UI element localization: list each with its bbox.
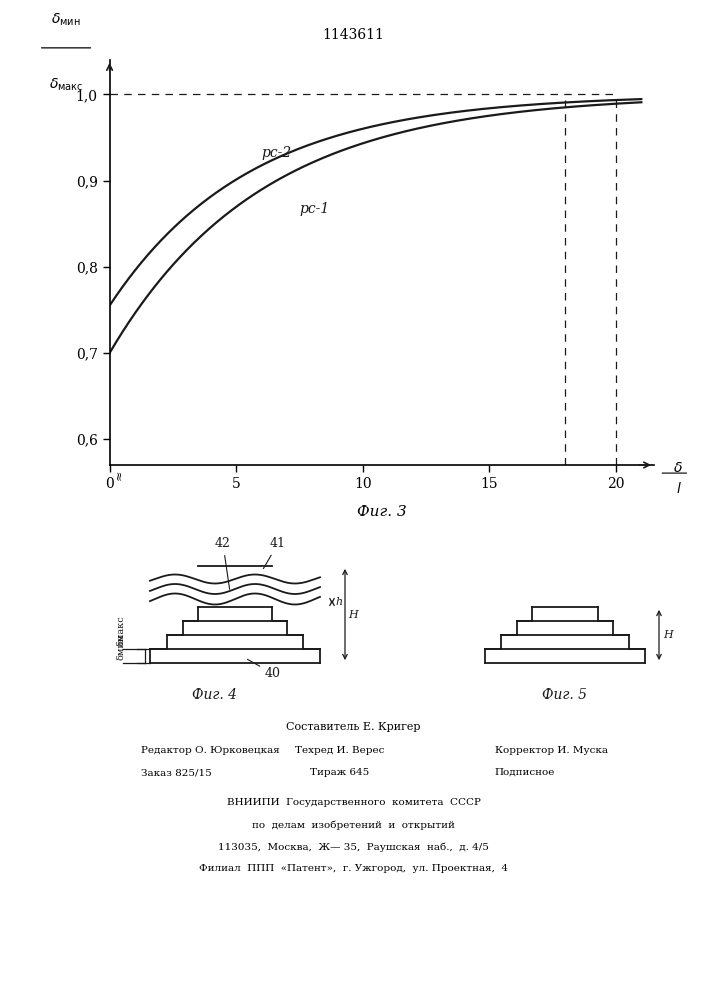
Text: 113035,  Москва,  Ж— 35,  Раушская  наб.,  д. 4/5: 113035, Москва, Ж— 35, Раушская наб., д.… — [218, 842, 489, 851]
Text: Составитель Е. Кригер: Составитель Е. Кригер — [286, 722, 421, 732]
Text: ВНИИПИ  Государственного  комитета  СССР: ВНИИПИ Государственного комитета СССР — [226, 798, 481, 807]
Text: Подписное: Подписное — [495, 768, 555, 777]
Text: по  делам  изобретений  и  открытий: по делам изобретений и открытий — [252, 820, 455, 829]
Text: Тираж 645: Тираж 645 — [310, 768, 369, 777]
Text: 1143611: 1143611 — [322, 28, 385, 42]
Text: Фиг. 4: Фиг. 4 — [192, 688, 238, 702]
Text: $\delta_{\rm мин}$: $\delta_{\rm мин}$ — [51, 11, 81, 28]
Text: рс-2: рс-2 — [262, 146, 292, 160]
Text: Техред И. Верес: Техред И. Верес — [295, 746, 384, 755]
Text: H: H — [663, 630, 673, 640]
Text: Филиал  ППП  «Патент»,  г. Ужгород,  ул. Проектная,  4: Филиал ППП «Патент», г. Ужгород, ул. Про… — [199, 864, 508, 873]
Text: $l$: $l$ — [676, 481, 682, 496]
Text: δмакс: δмакс — [117, 615, 126, 646]
Text: рс-1: рс-1 — [300, 202, 329, 216]
Text: h: h — [335, 597, 342, 607]
Text: 42: 42 — [215, 537, 231, 589]
Text: Заказ 825/15: Заказ 825/15 — [141, 768, 212, 777]
Text: Корректор И. Муска: Корректор И. Муска — [495, 746, 608, 755]
Text: Фиг. 5: Фиг. 5 — [542, 688, 588, 702]
Text: $\delta$: $\delta$ — [673, 461, 683, 475]
Text: $\delta_{\rm макс}$: $\delta_{\rm макс}$ — [49, 76, 83, 93]
Text: δмин: δмин — [117, 634, 126, 660]
Text: ≈: ≈ — [112, 469, 126, 480]
Text: 40: 40 — [247, 659, 281, 680]
Text: Редактор О. Юрковецкая: Редактор О. Юрковецкая — [141, 746, 280, 755]
Text: Фиг. 3: Фиг. 3 — [357, 506, 407, 520]
Text: 41: 41 — [264, 537, 286, 569]
Text: H: H — [348, 609, 358, 619]
